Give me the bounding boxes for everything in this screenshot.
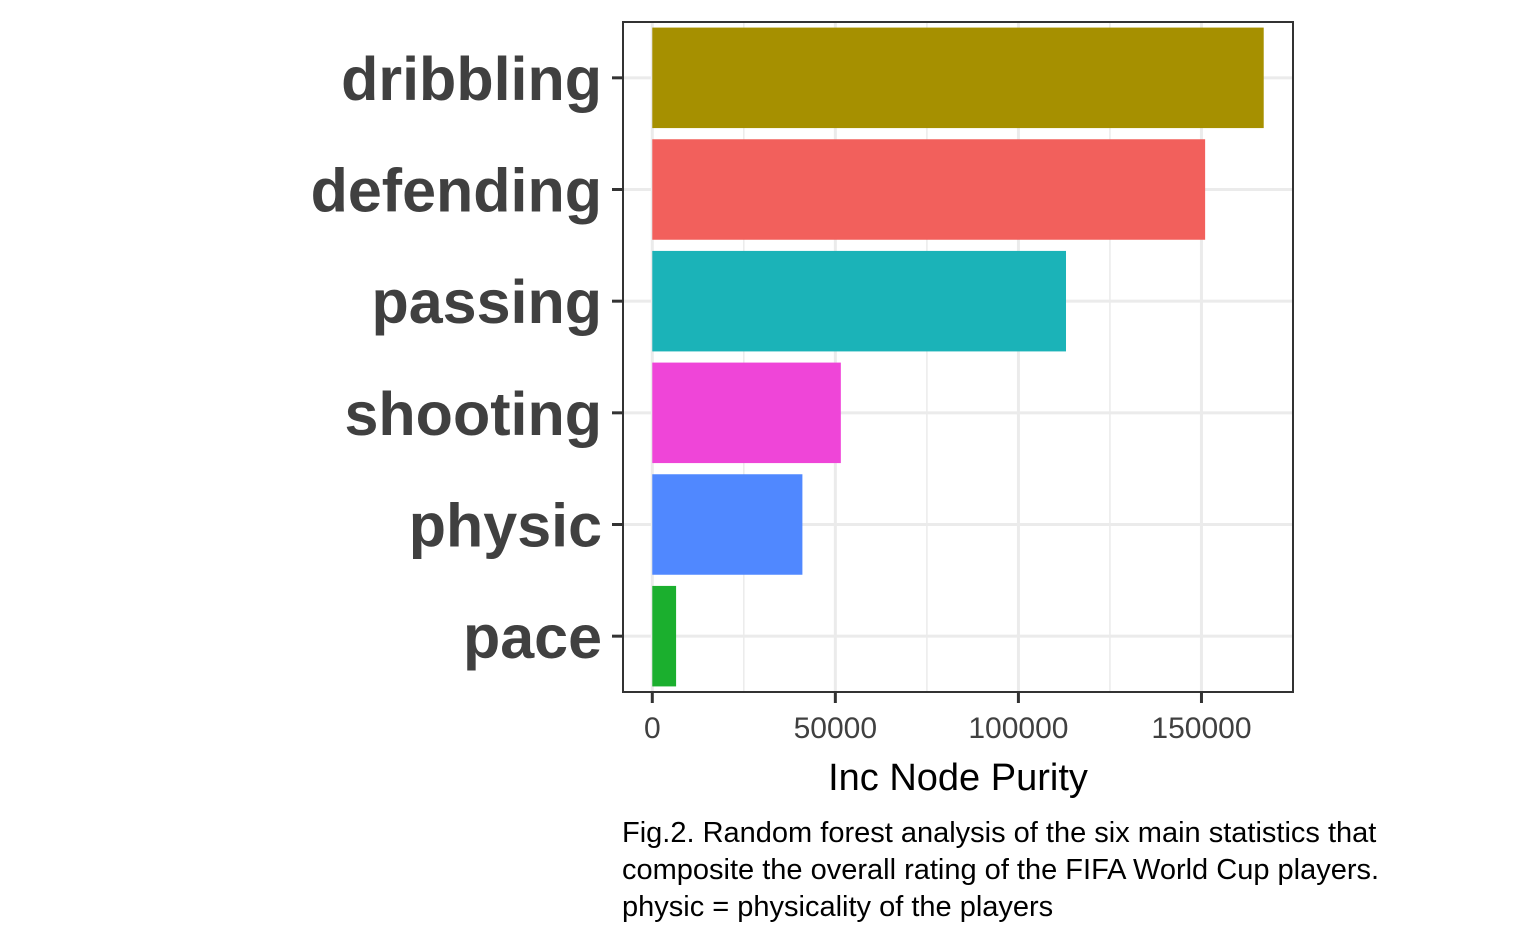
minor-gridlines [743, 22, 1111, 692]
bar-dribbling [652, 27, 1264, 129]
caption-line: Fig.2. Random forest analysis of the six… [622, 817, 1377, 849]
bar-defending [652, 139, 1206, 240]
plot-panel-background [623, 22, 1293, 692]
y-tick-label: pace [463, 603, 602, 671]
bars-group [652, 27, 1264, 687]
bar-pace [652, 585, 677, 687]
caption-line: composite the overall rating of the FIFA… [622, 854, 1380, 886]
x-tick-label: 50000 [794, 712, 877, 745]
x-tick-label: 150000 [1151, 712, 1251, 745]
y-tick-label: defending [311, 157, 602, 225]
figure-caption: Fig.2. Random forest analysis of the six… [622, 815, 1539, 926]
y-axis: dribbling defending passing shooting physic p… [311, 45, 623, 671]
y-tick-label: passing [371, 268, 602, 336]
x-tick-label: 100000 [968, 712, 1068, 745]
y-tick-label: shooting [345, 380, 603, 448]
x-axis-title: Inc Node Purity [828, 757, 1088, 799]
bar-shooting [652, 362, 841, 464]
caption-line: physic = physicality of the players [622, 891, 1054, 923]
bar-passing [652, 250, 1067, 352]
x-axis: 0 50000 100000 150000 [644, 692, 1252, 745]
y-tick-label: dribbling [341, 45, 602, 113]
y-tick-label: physic [409, 492, 602, 560]
plot-panel-border [622, 21, 1294, 693]
importance-bar-chart: dribbling defending passing shooting physic p… [311, 21, 1294, 799]
x-tick-label: 0 [644, 712, 661, 745]
bar-physic [652, 474, 803, 575]
